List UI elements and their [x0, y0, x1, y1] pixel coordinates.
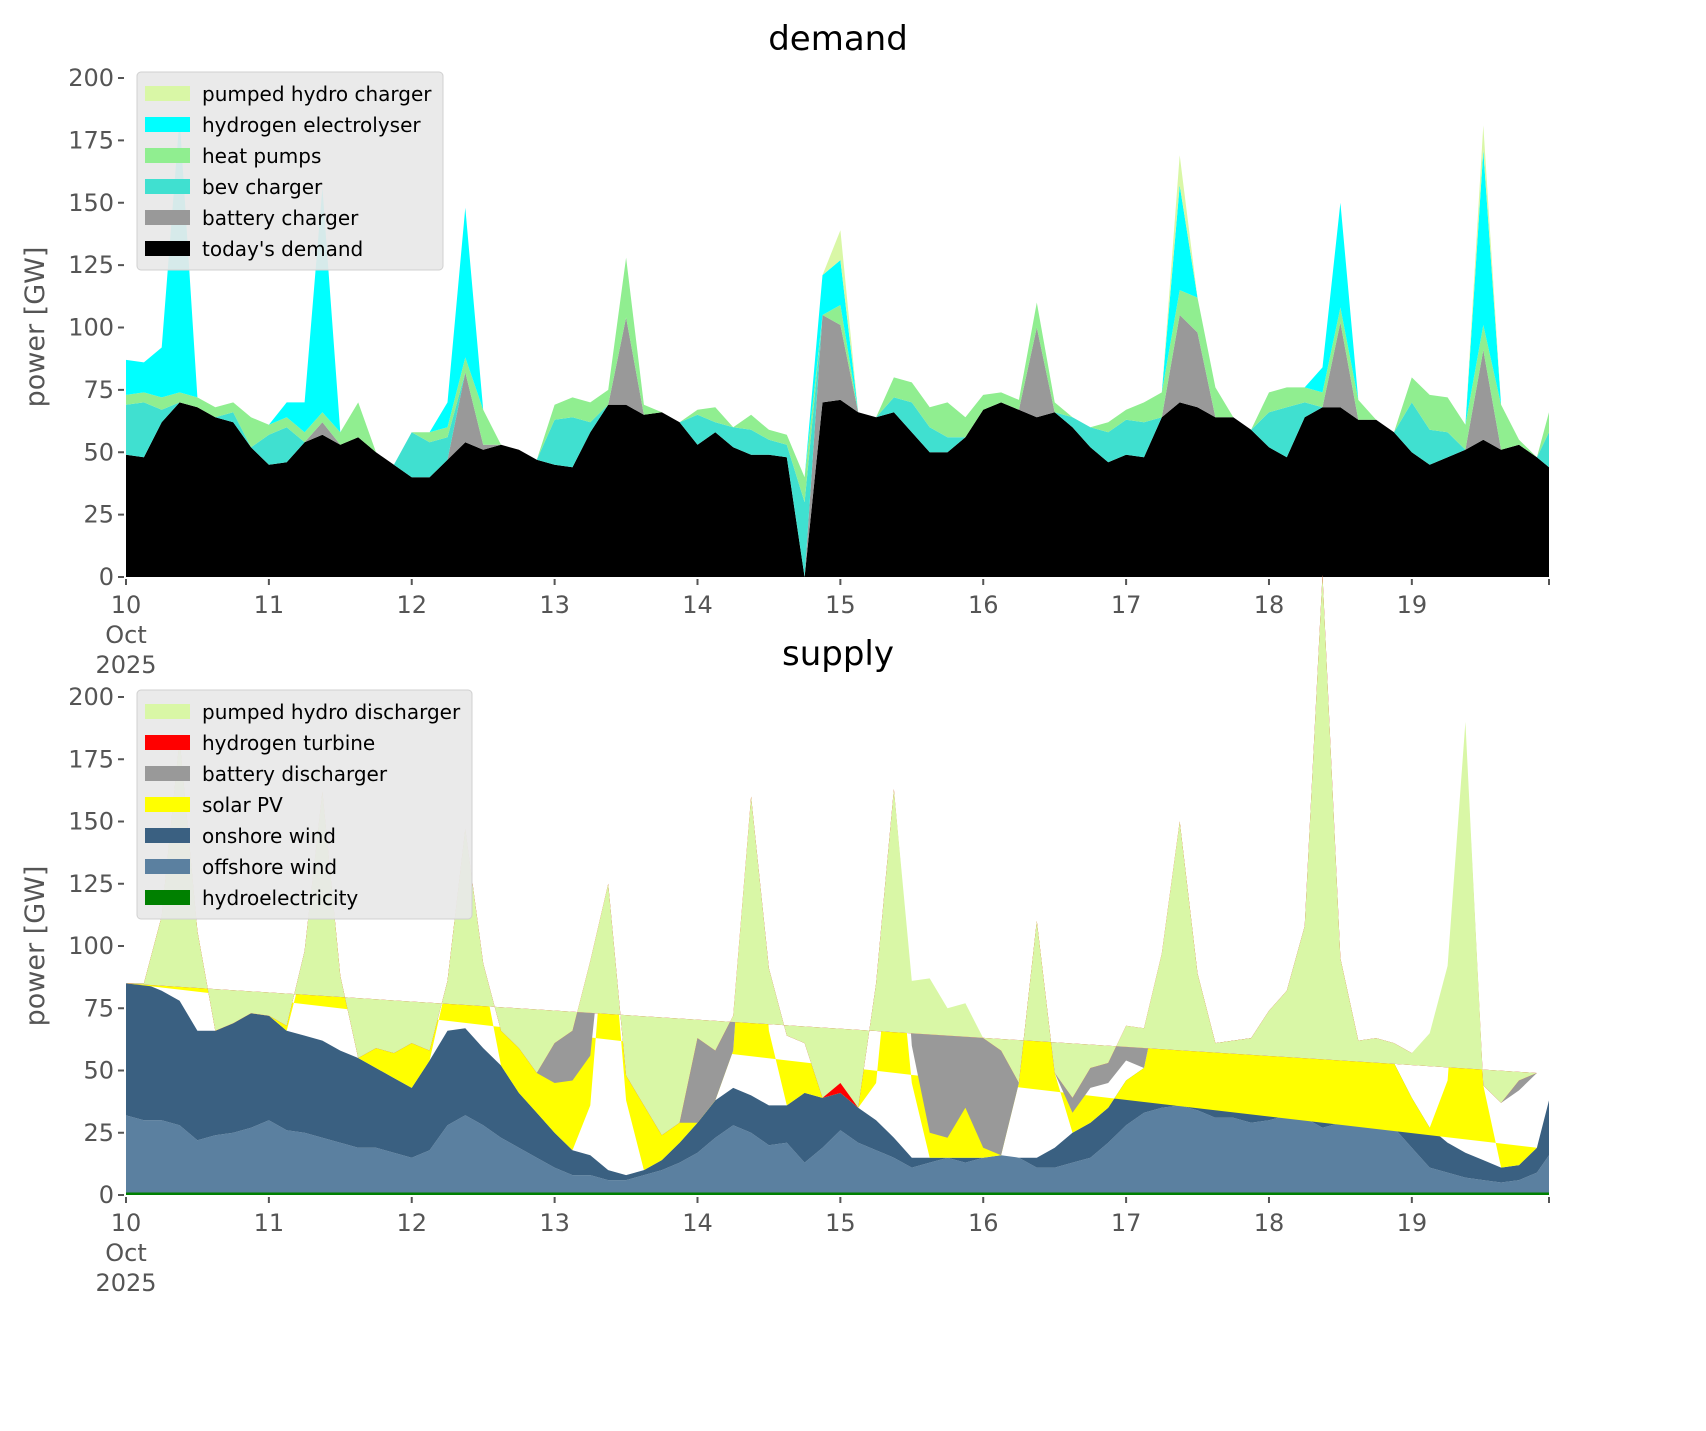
area-bev-charger [126, 315, 1549, 577]
demand-panel: demand power [GW] 0 25 50 75 100 125 150 175 200… [20, 19, 1550, 679]
legend-label: onshore wind [202, 824, 336, 848]
legend-swatch [145, 797, 190, 812]
x-tick-label: 14 [682, 591, 713, 619]
legend-swatch [145, 179, 190, 194]
legend-label: hydrogen electrolyser [202, 113, 421, 137]
legend-label: hydrogen turbine [202, 731, 375, 755]
y-tick-label: 0 [99, 563, 114, 591]
x-tick-label: 10 [111, 1209, 142, 1237]
x-tick-label: 17 [1111, 1209, 1142, 1237]
y-tick-label: 150 [68, 808, 114, 836]
x-tick-label: 11 [254, 591, 285, 619]
y-tick-label: 50 [83, 1057, 114, 1085]
y-tick-label: 175 [68, 126, 114, 154]
x-tick-label: Oct [105, 621, 147, 649]
supply-title: supply [782, 634, 894, 674]
legend-swatch [145, 148, 190, 163]
x-tick-label: 2025 [95, 1269, 156, 1297]
x-tick-label: 16 [968, 1209, 999, 1237]
y-tick-label: 200 [68, 683, 114, 711]
legend-label: pumped hydro discharger [202, 700, 461, 724]
x-tick-label: 18 [1254, 1209, 1285, 1237]
x-tick-label: 13 [539, 1209, 570, 1237]
legend-swatch [145, 859, 190, 874]
area-offshore-wind [126, 1092, 1549, 1193]
legend-label: offshore wind [202, 855, 337, 879]
y-tick-label: 125 [68, 870, 114, 898]
legend-label: hydroelectricity [202, 886, 358, 910]
y-tick-label: 100 [68, 314, 114, 342]
legend-label: bev charger [202, 175, 323, 199]
supply-areas [126, 575, 1549, 1195]
legend-label: solar PV [202, 793, 283, 817]
supply-legend: pumped hydro discharger hydrogen turbine b… [136, 689, 473, 920]
y-tick-label: 0 [99, 1181, 114, 1209]
x-tick-label: 17 [1111, 591, 1142, 619]
supply-panel: supply power [GW] 0 25 50 75 100 125 150 175 200… [20, 575, 1550, 1297]
area-battery-charger [126, 315, 1549, 577]
legend-swatch [145, 704, 190, 719]
y-tick-label: 100 [68, 932, 114, 960]
x-tick-label: 12 [396, 591, 427, 619]
legend-swatch [145, 890, 190, 905]
legend-swatch [145, 766, 190, 781]
y-tick-label: 150 [68, 189, 114, 217]
area-hydroelectricity [126, 1192, 1549, 1195]
x-tick-label: 13 [539, 591, 570, 619]
y-tick-label: 200 [68, 64, 114, 92]
y-tick-label: 175 [68, 745, 114, 773]
y-tick-label: 50 [83, 438, 114, 466]
legend-swatch [145, 117, 190, 132]
legend-swatch [145, 210, 190, 225]
x-tick-label: Oct [105, 1239, 147, 1267]
x-tick-label: 16 [968, 591, 999, 619]
x-tick-label: 12 [396, 1209, 427, 1237]
y-tick-label: 75 [83, 376, 114, 404]
x-tick-label: 11 [254, 1209, 285, 1237]
demand-legend: pumped hydro charger hydrogen electrolyse… [136, 71, 444, 271]
area-heat-pumps [126, 257, 1549, 503]
x-tick-label: 2025 [95, 651, 156, 679]
y-tick-label: 25 [83, 501, 114, 529]
legend-label: heat pumps [202, 144, 321, 168]
y-tick-label: 25 [83, 1119, 114, 1147]
legend-label: pumped hydro charger [202, 82, 432, 106]
demand-y-axis-label: power [GW] [20, 247, 51, 408]
legend-label: today's demand [202, 237, 363, 261]
demand-title: demand [768, 19, 908, 59]
x-tick-label: 15 [825, 1209, 856, 1237]
area-onshore-wind [126, 918, 1549, 1183]
x-tick-label: 15 [825, 591, 856, 619]
legend-box [136, 689, 473, 920]
area-hydrogen-electrolyser [126, 100, 1549, 478]
x-tick-label: 19 [1397, 591, 1428, 619]
x-tick-label: 19 [1397, 1209, 1428, 1237]
area-pumped-hydro-discharger [126, 575, 1537, 1136]
legend-swatch [145, 735, 190, 750]
x-tick-label: 18 [1254, 591, 1285, 619]
legend-swatch [145, 86, 190, 101]
x-tick-label: 10 [111, 591, 142, 619]
y-tick-label: 75 [83, 994, 114, 1022]
area-today-s-demand [126, 399, 1549, 577]
legend-swatch [145, 241, 190, 256]
legend-swatch [145, 828, 190, 843]
supply-y-axis-label: power [GW] [20, 866, 51, 1027]
legend-box [136, 71, 444, 271]
legend-label: battery charger [202, 206, 359, 230]
demand-areas [126, 80, 1549, 577]
legend-label: battery discharger [202, 762, 388, 786]
x-tick-label: 14 [682, 1209, 713, 1237]
y-tick-label: 125 [68, 251, 114, 279]
